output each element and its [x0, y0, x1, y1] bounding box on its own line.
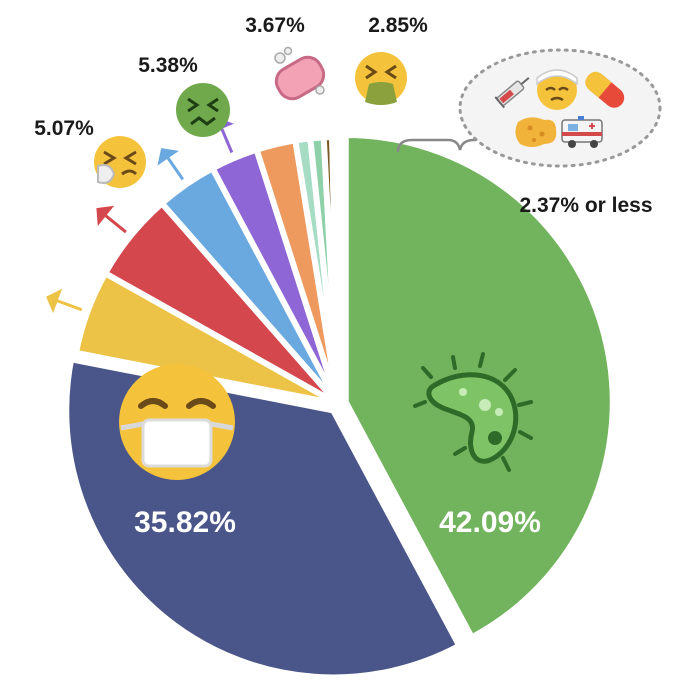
sneezing-face-icon [94, 136, 146, 188]
vomiting-face-icon [355, 52, 407, 105]
face-with-head-bandage-icon [536, 69, 578, 110]
bacteria-icon [413, 352, 533, 472]
callout-arrowhead-5 [157, 148, 179, 166]
group-label: 2.37% or less [519, 194, 652, 217]
pie-slice-11 [329, 134, 341, 407]
slice-label-3-67: 3.67% [245, 14, 305, 37]
syringe-icon [494, 77, 530, 109]
small-slices-bracket [396, 138, 476, 153]
slice-label-42-09: 42.09% [439, 506, 541, 539]
soap-icon [274, 46, 326, 101]
callout-arrowhead-4 [96, 205, 115, 227]
nauseated-face-icon [176, 83, 230, 137]
face-with-medical-mask-icon [119, 364, 235, 480]
slice-label-2-85: 2.85% [368, 14, 428, 37]
ambulance-icon [561, 116, 603, 148]
slice-label-35-82: 35.82% [134, 506, 236, 539]
slice-label-5-07: 5.07% [34, 117, 94, 140]
sponge-icon [515, 117, 557, 147]
slice-label-5-38: 5.38% [138, 54, 198, 77]
pill-icon [585, 71, 625, 108]
callout-arrowhead-3 [46, 288, 63, 314]
small-slices-group [458, 48, 662, 168]
